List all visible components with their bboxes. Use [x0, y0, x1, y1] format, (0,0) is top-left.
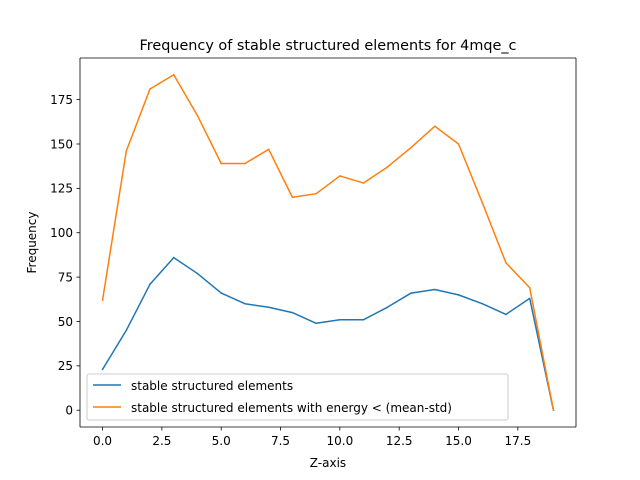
- series-2-point-9: [315, 192, 317, 195]
- series-1-point-1: [125, 329, 128, 332]
- series-1-point-3: [172, 256, 175, 259]
- series-2-point-16: [481, 201, 484, 204]
- series-1-point-4: [196, 272, 199, 275]
- series-1-point-9: [315, 322, 317, 325]
- y-tick-label: 175: [50, 93, 73, 107]
- series-2-point-0: [101, 299, 104, 301]
- series-2-point-10: [339, 175, 341, 177]
- series-2-point-3: [172, 73, 175, 76]
- series-2-point-2: [149, 88, 151, 90]
- x-tick-label: 0.0: [93, 434, 112, 448]
- series-1-point-16: [481, 302, 484, 305]
- series-1-point-8: [291, 311, 294, 314]
- legend-label-series-1: stable structured elements: [131, 379, 293, 393]
- plot-frame: [79, 57, 577, 428]
- legend: stable structured elements stable struct…: [86, 373, 509, 421]
- y-tick-label: 125: [50, 182, 73, 196]
- series-1-point-15: [457, 294, 460, 296]
- x-tick-label: 17.5: [504, 434, 531, 448]
- series-2-point-13: [410, 146, 412, 149]
- x-axis-label: Z-axis: [310, 456, 346, 470]
- series-1-point-2: [149, 283, 151, 286]
- series-2-point-17: [505, 262, 507, 264]
- x-tick-label: 10.0: [327, 434, 354, 448]
- chart-title: Frequency of stable structured elements …: [140, 38, 517, 54]
- x-tick-label: 2.5: [152, 434, 171, 448]
- series-2-point-6: [244, 162, 246, 165]
- x-axis-ticks: 0.0 2.5 5.0 7.5 10.0 12.5 15.0 17.5: [93, 427, 531, 448]
- series-2-point-8: [291, 196, 294, 199]
- y-tick-label: 25: [58, 359, 73, 373]
- series-2-point-1: [125, 150, 128, 152]
- legend-box: [86, 373, 509, 421]
- series-2-point-7: [267, 148, 270, 151]
- series-2-point-19: [552, 409, 555, 412]
- series-1-point-14: [433, 288, 436, 291]
- series-1-point-11: [362, 318, 365, 321]
- plot-area: [80, 58, 576, 427]
- series-2-point-11: [362, 182, 365, 184]
- y-axis-ticks: 0 25 50 75 100 125 150 175: [50, 93, 80, 418]
- y-tick-label: 150: [50, 137, 73, 151]
- series-2-point-14: [433, 125, 436, 128]
- x-tick-label: 15.0: [445, 434, 472, 448]
- x-tick-label: 5.0: [212, 434, 231, 448]
- y-tick-label: 75: [58, 270, 73, 284]
- series-1-point-12: [386, 306, 389, 309]
- series-2-point-5: [220, 162, 223, 165]
- x-tick-label: 12.5: [386, 434, 413, 448]
- series-2-point-18: [528, 286, 531, 289]
- series-1-point-18: [528, 297, 531, 300]
- y-tick-label: 0: [65, 404, 73, 418]
- series-2-point-15: [457, 143, 460, 145]
- series-1-point-0: [101, 368, 104, 371]
- y-tick-label: 50: [58, 315, 73, 329]
- series-1-point-5: [220, 292, 223, 294]
- series-line-1: [101, 256, 555, 411]
- y-tick-label: 100: [50, 226, 73, 240]
- series-layer: [101, 73, 555, 412]
- series-1-point-17: [505, 313, 507, 316]
- series-line-2: [101, 74, 555, 411]
- series-1-point-13: [410, 292, 412, 294]
- series-1-point-7: [267, 306, 270, 309]
- x-tick-label: 7.5: [271, 434, 290, 448]
- legend-label-series-2: stable structured elements with energy <…: [131, 401, 452, 415]
- y-axis-label: Frequency: [25, 212, 39, 274]
- series-2-point-4: [196, 114, 199, 117]
- series-2-point-12: [386, 166, 389, 168]
- series-1-point-6: [244, 302, 246, 305]
- series-1-point-10: [339, 318, 341, 321]
